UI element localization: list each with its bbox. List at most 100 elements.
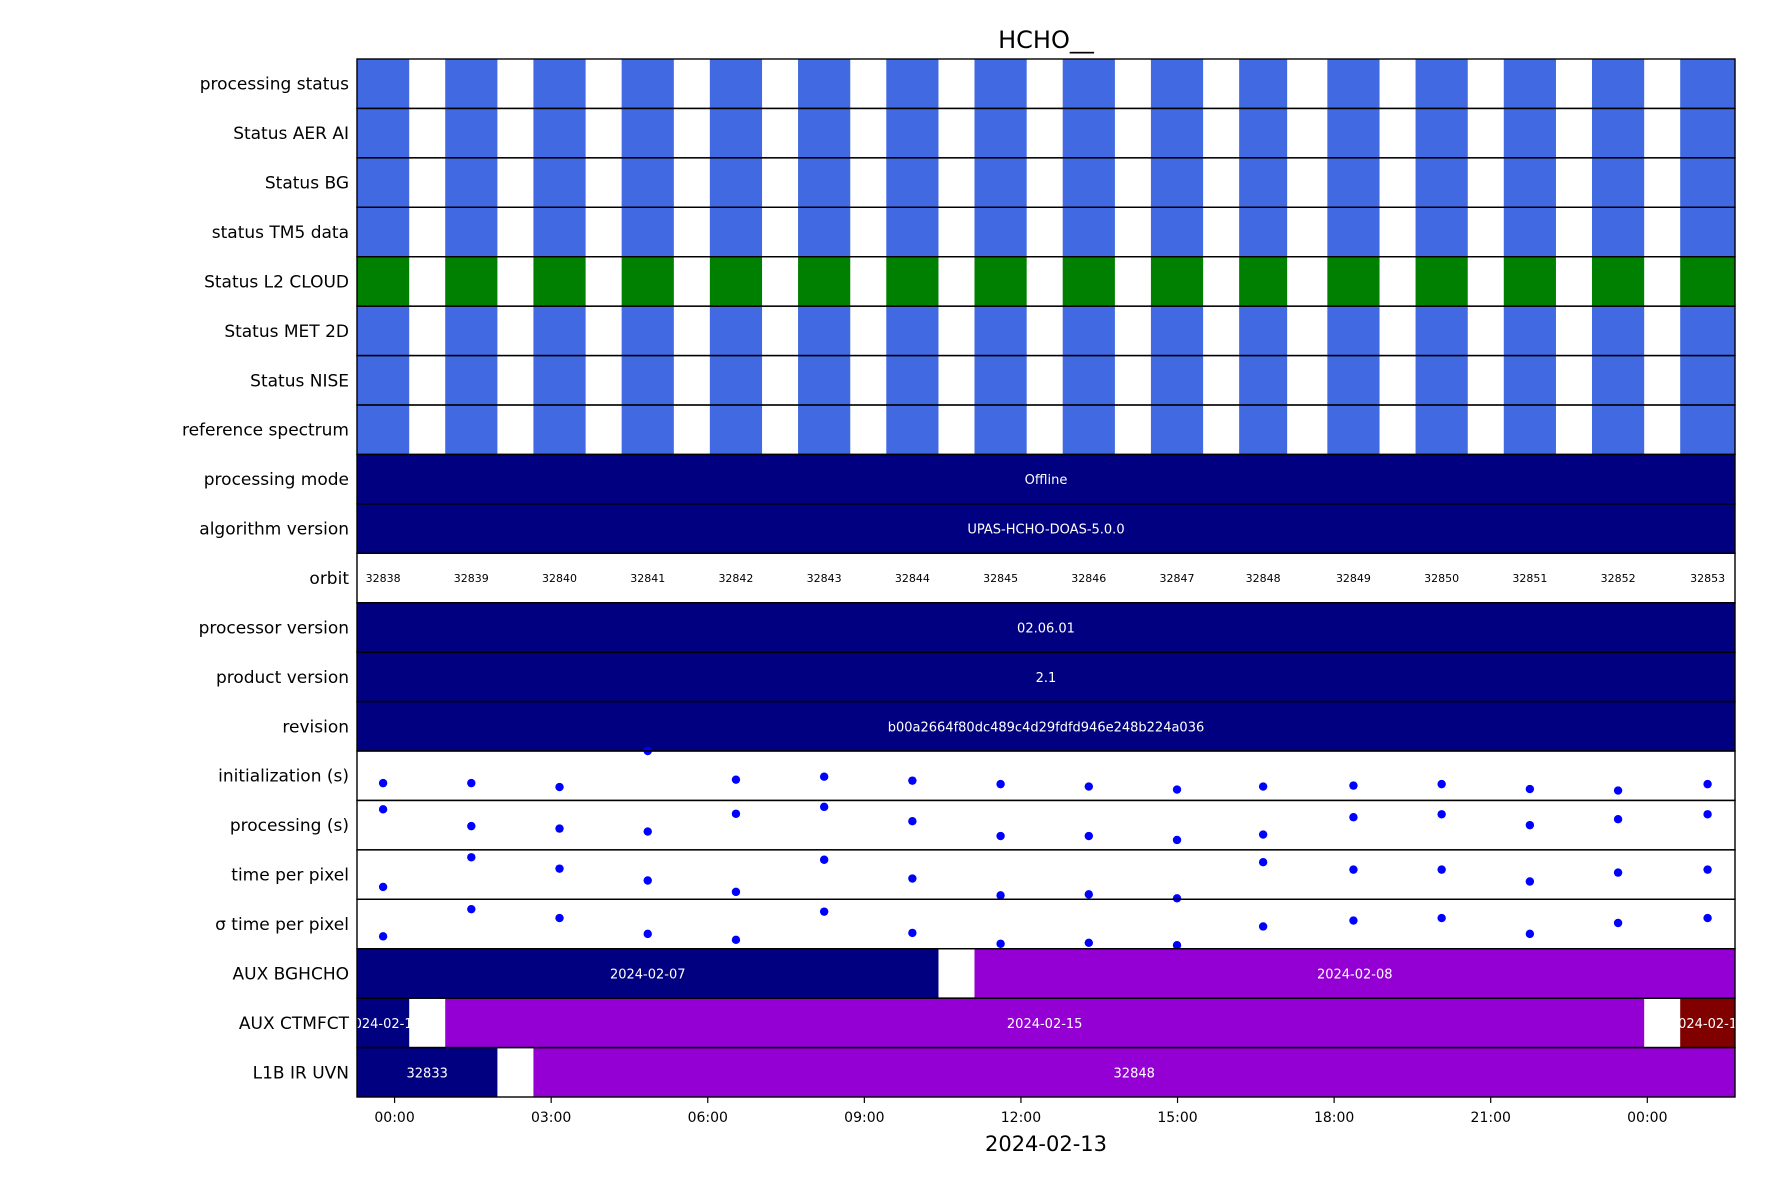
status-bar [1062, 157, 1115, 208]
data-point [1525, 877, 1535, 886]
data-point [1703, 810, 1712, 819]
status-bar [709, 256, 763, 307]
status-bar [1503, 59, 1556, 109]
status-bar [1239, 59, 1288, 109]
status-bar [533, 207, 586, 257]
status-bar [1239, 108, 1288, 158]
x-tick-label: 09:00 [844, 1110, 884, 1126]
status-bar [1680, 59, 1735, 109]
status-bar [357, 108, 410, 158]
status-bar [1150, 256, 1204, 307]
row-label: Status MET 2D [224, 322, 349, 342]
orbit-number: 32850 [1424, 572, 1459, 585]
data-point [996, 891, 1005, 900]
status-bar [974, 256, 1027, 307]
status-bar [1062, 355, 1115, 405]
row-labels: processing status Status AER AI Status BG s… [182, 75, 350, 1084]
status-bar [1150, 207, 1204, 257]
band-segment [357, 503, 1735, 554]
band-segment [357, 998, 410, 1048]
status-bar [533, 405, 586, 455]
orbit-number: 32853 [1690, 572, 1725, 585]
plot-frame [356, 58, 1736, 1098]
data-point [1084, 890, 1094, 899]
data-point [378, 932, 388, 941]
status-bar [1503, 306, 1556, 356]
status-bar [886, 157, 939, 208]
data-point [467, 821, 476, 831]
status-bar [1680, 355, 1735, 405]
band-segment [974, 948, 1735, 999]
status-bar [445, 256, 498, 307]
status-bar [1680, 405, 1735, 455]
band-segment [357, 1047, 498, 1097]
status-bar [621, 256, 674, 307]
data-point [908, 928, 917, 938]
band-label: 32833 [407, 1066, 448, 1081]
status-bar [1591, 256, 1645, 307]
data-point [819, 802, 829, 812]
orbit-number: 32851 [1512, 572, 1547, 585]
status-bar [357, 59, 410, 109]
row-border [356, 1046, 1736, 1098]
orbit-number: 32852 [1601, 572, 1636, 585]
status-bar [798, 59, 851, 109]
data-point [1703, 779, 1712, 789]
orbit-number: 32843 [807, 572, 842, 585]
status-bar [1591, 108, 1645, 158]
data-point [1525, 929, 1535, 939]
status-bar [1239, 157, 1288, 208]
row-border [356, 750, 1736, 802]
data-point [1172, 835, 1182, 845]
status-bar [1503, 355, 1556, 405]
status-bar [1680, 108, 1735, 158]
status-bar [709, 306, 763, 356]
status-bar [621, 108, 674, 158]
row-label: orbit [309, 569, 349, 589]
status-bar [798, 306, 851, 356]
status-bar [798, 256, 851, 307]
status-bar [886, 405, 939, 455]
data-point [908, 816, 917, 826]
status-bar [445, 306, 498, 356]
data-point [467, 778, 476, 788]
status-bar [886, 108, 939, 158]
status-bar [1327, 59, 1380, 109]
data-point [378, 805, 388, 814]
status-bar [445, 108, 498, 158]
row-border [356, 898, 1736, 950]
status-bar [533, 355, 586, 405]
status-bar [1239, 306, 1288, 356]
row-label: time per pixel [231, 866, 349, 886]
band-label: Offline [1025, 473, 1068, 488]
data-point [1349, 813, 1358, 822]
orbit-number: 32846 [1071, 572, 1106, 585]
data-point [1084, 938, 1094, 947]
data-point [819, 772, 829, 781]
data-point [996, 831, 1005, 841]
status-bar [886, 355, 939, 405]
data-point [1437, 913, 1446, 923]
data-point [1437, 810, 1446, 819]
status-bar [886, 207, 939, 257]
data-point [908, 776, 917, 785]
plot-area: Offline UPAS-HCHO-DOAS-5.0.0 32838 32839 328… [357, 59, 1735, 1097]
status-bar [357, 405, 410, 455]
row-label: algorithm version [199, 520, 349, 540]
band-label: UPAS-HCHO-DOAS-5.0.0 [967, 523, 1124, 538]
row-label: σ time per pixel [215, 915, 349, 935]
status-bar [1415, 157, 1468, 208]
row-label: product version [216, 668, 349, 688]
status-bar [886, 59, 939, 109]
status-bar [357, 355, 410, 405]
data-point [1613, 918, 1623, 928]
status-bar [1062, 405, 1115, 455]
row-label: revision [282, 717, 349, 737]
status-bar [1062, 59, 1115, 109]
status-bar [709, 405, 763, 455]
status-bar [974, 306, 1027, 356]
status-bar [621, 59, 674, 109]
data-point [1525, 784, 1535, 794]
band-segment [357, 948, 939, 999]
